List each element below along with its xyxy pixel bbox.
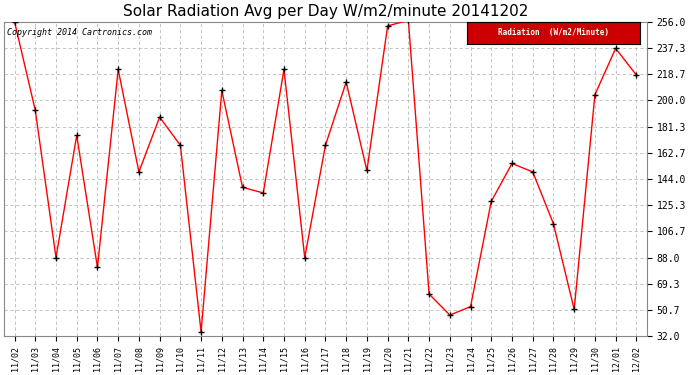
Title: Solar Radiation Avg per Day W/m2/minute 20141202: Solar Radiation Avg per Day W/m2/minute …: [123, 4, 528, 19]
Text: Copyright 2014 Cartronics.com: Copyright 2014 Cartronics.com: [8, 28, 152, 37]
